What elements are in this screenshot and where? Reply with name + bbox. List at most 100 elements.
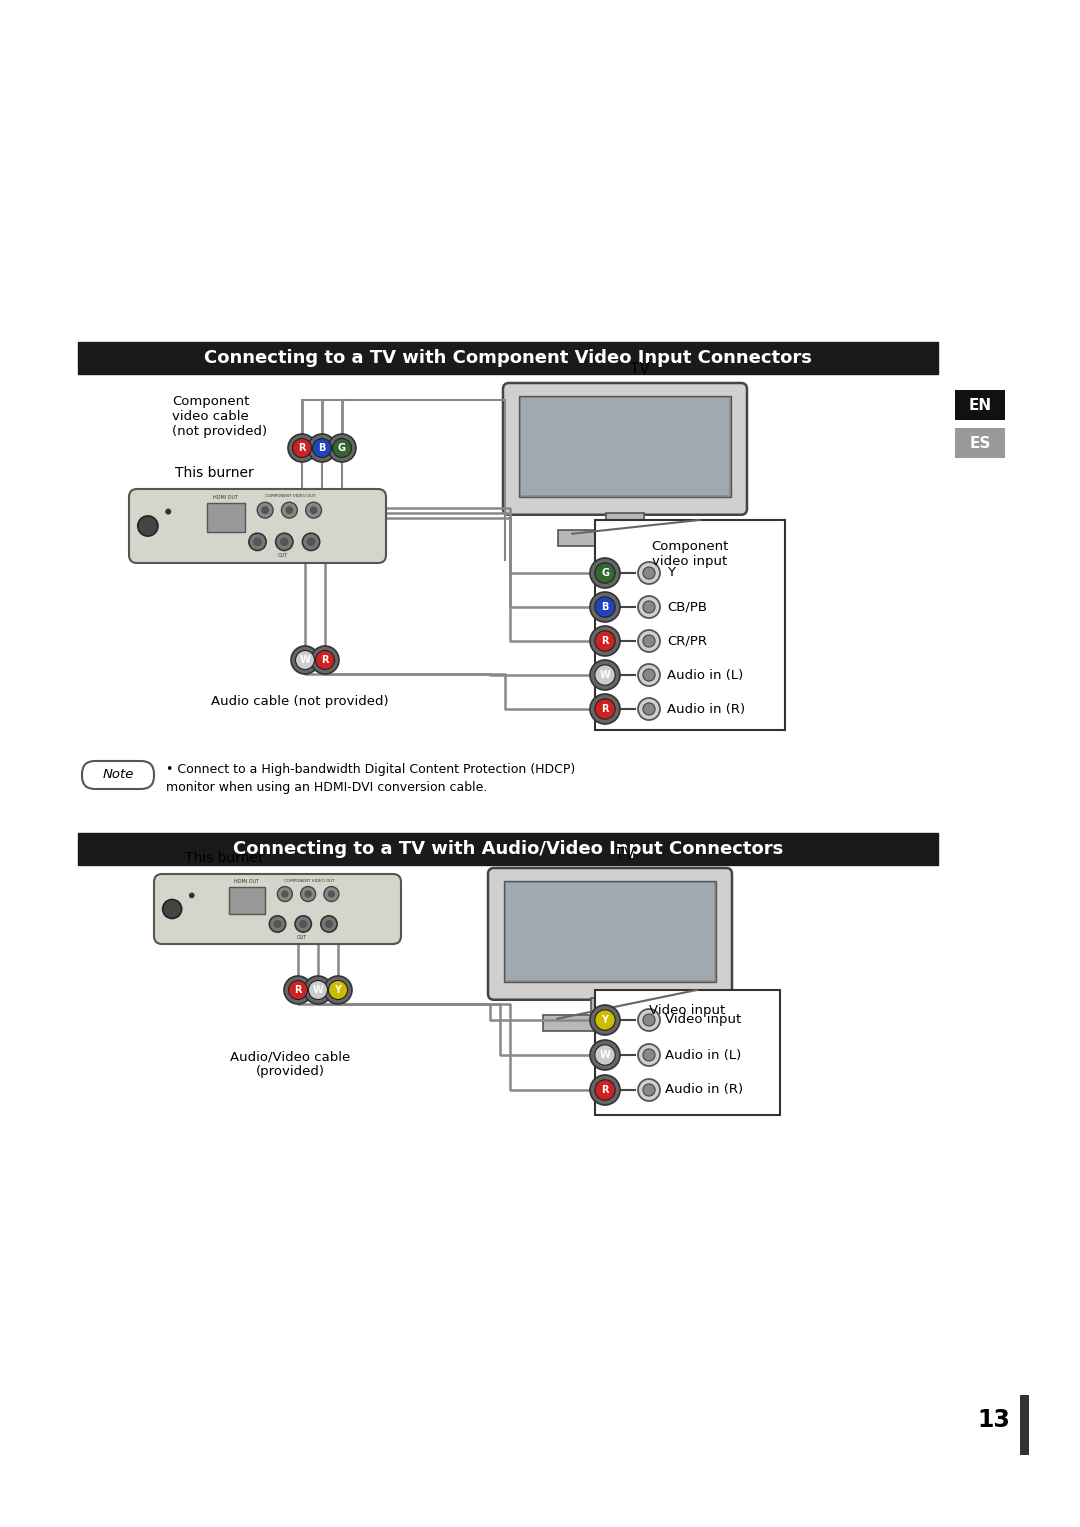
Text: Y: Y: [602, 1015, 608, 1025]
Circle shape: [300, 887, 315, 901]
Bar: [78, 342, 939, 374]
Text: Audio in (R): Audio in (R): [665, 1084, 743, 1096]
Circle shape: [643, 602, 656, 612]
Bar: [206, 502, 245, 531]
Circle shape: [281, 890, 288, 898]
Bar: [591, 997, 630, 1015]
Circle shape: [643, 635, 656, 647]
Circle shape: [295, 916, 311, 931]
Text: HDMI OUT: HDMI OUT: [213, 495, 238, 499]
Text: R: R: [298, 443, 306, 454]
Circle shape: [308, 434, 336, 463]
Circle shape: [163, 899, 181, 919]
Circle shape: [638, 562, 660, 583]
Circle shape: [638, 596, 660, 618]
Circle shape: [595, 1080, 616, 1099]
Text: Component
video input: Component video input: [651, 541, 729, 568]
Circle shape: [189, 893, 194, 898]
Text: COMPONENT VIDEO OUT: COMPONENT VIDEO OUT: [266, 495, 316, 498]
Text: OUT: OUT: [297, 935, 307, 939]
Circle shape: [643, 1049, 656, 1061]
Circle shape: [293, 438, 311, 458]
Circle shape: [325, 919, 333, 928]
FancyBboxPatch shape: [503, 383, 747, 515]
Text: Video input: Video input: [649, 1003, 726, 1017]
Circle shape: [285, 505, 294, 515]
Circle shape: [328, 434, 356, 463]
Text: R: R: [294, 985, 301, 996]
Circle shape: [253, 538, 261, 547]
Circle shape: [595, 563, 616, 583]
Text: CB/PB: CB/PB: [667, 600, 707, 614]
Text: Y: Y: [667, 567, 675, 580]
Bar: [504, 881, 716, 982]
Circle shape: [333, 438, 351, 458]
Bar: [519, 395, 730, 496]
Text: Audio cable (not provided): Audio cable (not provided): [212, 695, 389, 709]
Text: HDMI OUT: HDMI OUT: [234, 880, 259, 884]
Bar: [543, 1015, 677, 1031]
Bar: [507, 883, 714, 980]
Circle shape: [327, 890, 335, 898]
Circle shape: [261, 505, 269, 515]
Circle shape: [324, 887, 339, 901]
Circle shape: [305, 890, 312, 898]
Text: This burner: This burner: [175, 466, 254, 479]
Circle shape: [315, 651, 335, 669]
Circle shape: [595, 631, 616, 651]
Text: Audio in (L): Audio in (L): [667, 669, 743, 681]
Circle shape: [638, 1080, 660, 1101]
Circle shape: [291, 646, 319, 673]
Circle shape: [590, 626, 620, 657]
Circle shape: [643, 1084, 656, 1096]
Text: COMPONENT VIDEO OUT: COMPONENT VIDEO OUT: [284, 880, 335, 883]
Circle shape: [638, 1044, 660, 1066]
Text: Component
video cable
(not provided): Component video cable (not provided): [172, 395, 267, 438]
Text: Audio/Video cable
(provided): Audio/Video cable (provided): [230, 1051, 350, 1078]
Circle shape: [269, 916, 285, 931]
Circle shape: [638, 698, 660, 721]
Circle shape: [165, 508, 172, 515]
Text: CR/PR: CR/PR: [667, 635, 707, 647]
Circle shape: [643, 702, 656, 715]
FancyBboxPatch shape: [82, 760, 154, 789]
Circle shape: [138, 516, 158, 536]
Text: Audio in (L): Audio in (L): [665, 1049, 741, 1061]
Circle shape: [309, 980, 327, 1000]
Text: ES: ES: [970, 435, 990, 450]
Circle shape: [590, 1005, 620, 1035]
Bar: [557, 530, 692, 547]
Bar: [595, 989, 780, 1115]
FancyBboxPatch shape: [154, 873, 401, 944]
Circle shape: [595, 664, 616, 686]
Circle shape: [280, 538, 288, 547]
Circle shape: [638, 664, 660, 686]
Circle shape: [275, 533, 293, 550]
Text: R: R: [321, 655, 328, 664]
Bar: [78, 834, 939, 864]
Circle shape: [595, 1009, 616, 1031]
Circle shape: [324, 976, 352, 1003]
Circle shape: [306, 502, 322, 518]
Circle shape: [638, 1009, 660, 1031]
Text: B: B: [602, 602, 609, 612]
Text: W: W: [599, 1051, 610, 1060]
Circle shape: [595, 1044, 616, 1066]
Text: G: G: [600, 568, 609, 579]
Circle shape: [590, 557, 620, 588]
Text: Connecting to a TV with Audio/Video Input Connectors: Connecting to a TV with Audio/Video Inpu…: [233, 840, 783, 858]
Text: Note: Note: [103, 768, 134, 782]
Text: R: R: [602, 637, 609, 646]
Circle shape: [590, 592, 620, 621]
Circle shape: [302, 533, 320, 550]
Circle shape: [321, 916, 337, 931]
Text: 13: 13: [977, 1408, 1010, 1432]
Text: W: W: [299, 655, 310, 664]
Circle shape: [311, 646, 339, 673]
Circle shape: [288, 980, 308, 1000]
Circle shape: [299, 919, 308, 928]
Circle shape: [590, 1040, 620, 1070]
Circle shape: [282, 502, 297, 518]
Bar: [229, 887, 266, 915]
Circle shape: [590, 1075, 620, 1106]
